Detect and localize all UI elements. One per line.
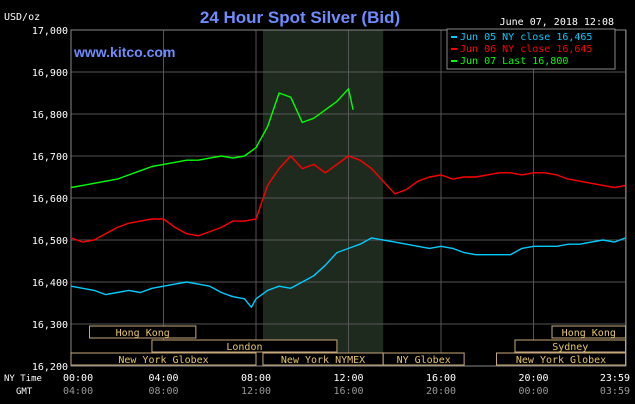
legend-entry: Jun 05 NY close 16,465 — [460, 32, 592, 43]
chart-title: 24 Hour Spot Silver (Bid) — [200, 8, 400, 27]
plot-frame — [70, 29, 627, 367]
session-bar — [89, 325, 197, 339]
y-tick-label: 16,800 — [32, 110, 68, 121]
y-tick-label: 16,500 — [32, 236, 68, 247]
y-axis-unit-label: USD/oz — [4, 12, 40, 23]
series-line — [70, 88, 354, 189]
trading-sessions: Hong Kong London New York Globex New York N… — [70, 325, 627, 366]
session-bar — [70, 352, 257, 366]
x-tick-label-gmt: 08:00 — [148, 386, 178, 397]
x-tick-label-gmt: 00:00 — [518, 386, 548, 397]
session-bar — [514, 339, 627, 353]
session-label: New York Globex — [118, 355, 208, 366]
legend-entry: Jun 06 NY close 16,645 — [460, 44, 592, 55]
session-bar — [551, 325, 627, 339]
x-tick-label-gmt: 04:00 — [63, 386, 93, 397]
session-label: New York NYMEX — [281, 355, 365, 366]
x-row2-label: GMT — [16, 387, 33, 397]
legend-box — [446, 28, 616, 70]
session-label: London — [226, 342, 262, 353]
session-label: New York Globex — [516, 355, 606, 366]
session-bar — [496, 352, 627, 366]
legend-entry: Jun 07 Last 16,800 — [460, 56, 568, 67]
x-tick-label-gmt: 16:00 — [333, 386, 363, 397]
session-label: Sydney — [552, 342, 588, 353]
x-tick-label-ny: 16:00 — [426, 373, 456, 384]
y-tick-label: 16,900 — [32, 68, 68, 79]
session-label: Hong Kong — [116, 328, 170, 339]
session-label: NY Globex — [397, 355, 451, 366]
y-tick-label: 17,000 — [32, 26, 68, 37]
x-tick-label-ny: 08:00 — [241, 373, 271, 384]
session-bar — [151, 339, 338, 353]
x-tick-label-ny: 04:00 — [148, 373, 178, 384]
session-bar — [382, 352, 465, 366]
session-label: Hong Kong — [562, 328, 616, 339]
x-tick-label-ny: 20:00 — [518, 373, 548, 384]
series-lines — [70, 88, 626, 308]
series-line — [70, 237, 626, 308]
x-tick-label-gmt: 12:00 — [241, 386, 271, 397]
x-tick-label-ny: 23:59 — [600, 373, 630, 384]
x-tick-label-gmt: 03:59 — [600, 386, 630, 397]
y-tick-label: 16,200 — [32, 362, 68, 373]
x-axis-ticks: 00:00 04:00 04:00 08:00 08:00 12:00 12:00 16:00… — [63, 373, 630, 397]
timestamp: June 07, 2018 12:08 — [500, 17, 614, 28]
y-tick-label: 16,300 — [32, 320, 68, 331]
y-axis-ticks: 16,200 16,300 16,400 16,500 16,600 16,700 16,8… — [32, 26, 68, 373]
x-tick-label-ny: 12:00 — [333, 373, 363, 384]
x-row1-label: NY Time — [4, 374, 42, 384]
website-label: www.kitco.com — [73, 44, 175, 60]
x-tick-label-ny: 00:00 — [63, 373, 93, 384]
y-tick-label: 16,400 — [32, 278, 68, 289]
series-line — [70, 155, 626, 243]
x-tick-label-gmt: 20:00 — [426, 386, 456, 397]
y-tick-label: 16,600 — [32, 194, 68, 205]
y-tick-label: 16,700 — [32, 152, 68, 163]
